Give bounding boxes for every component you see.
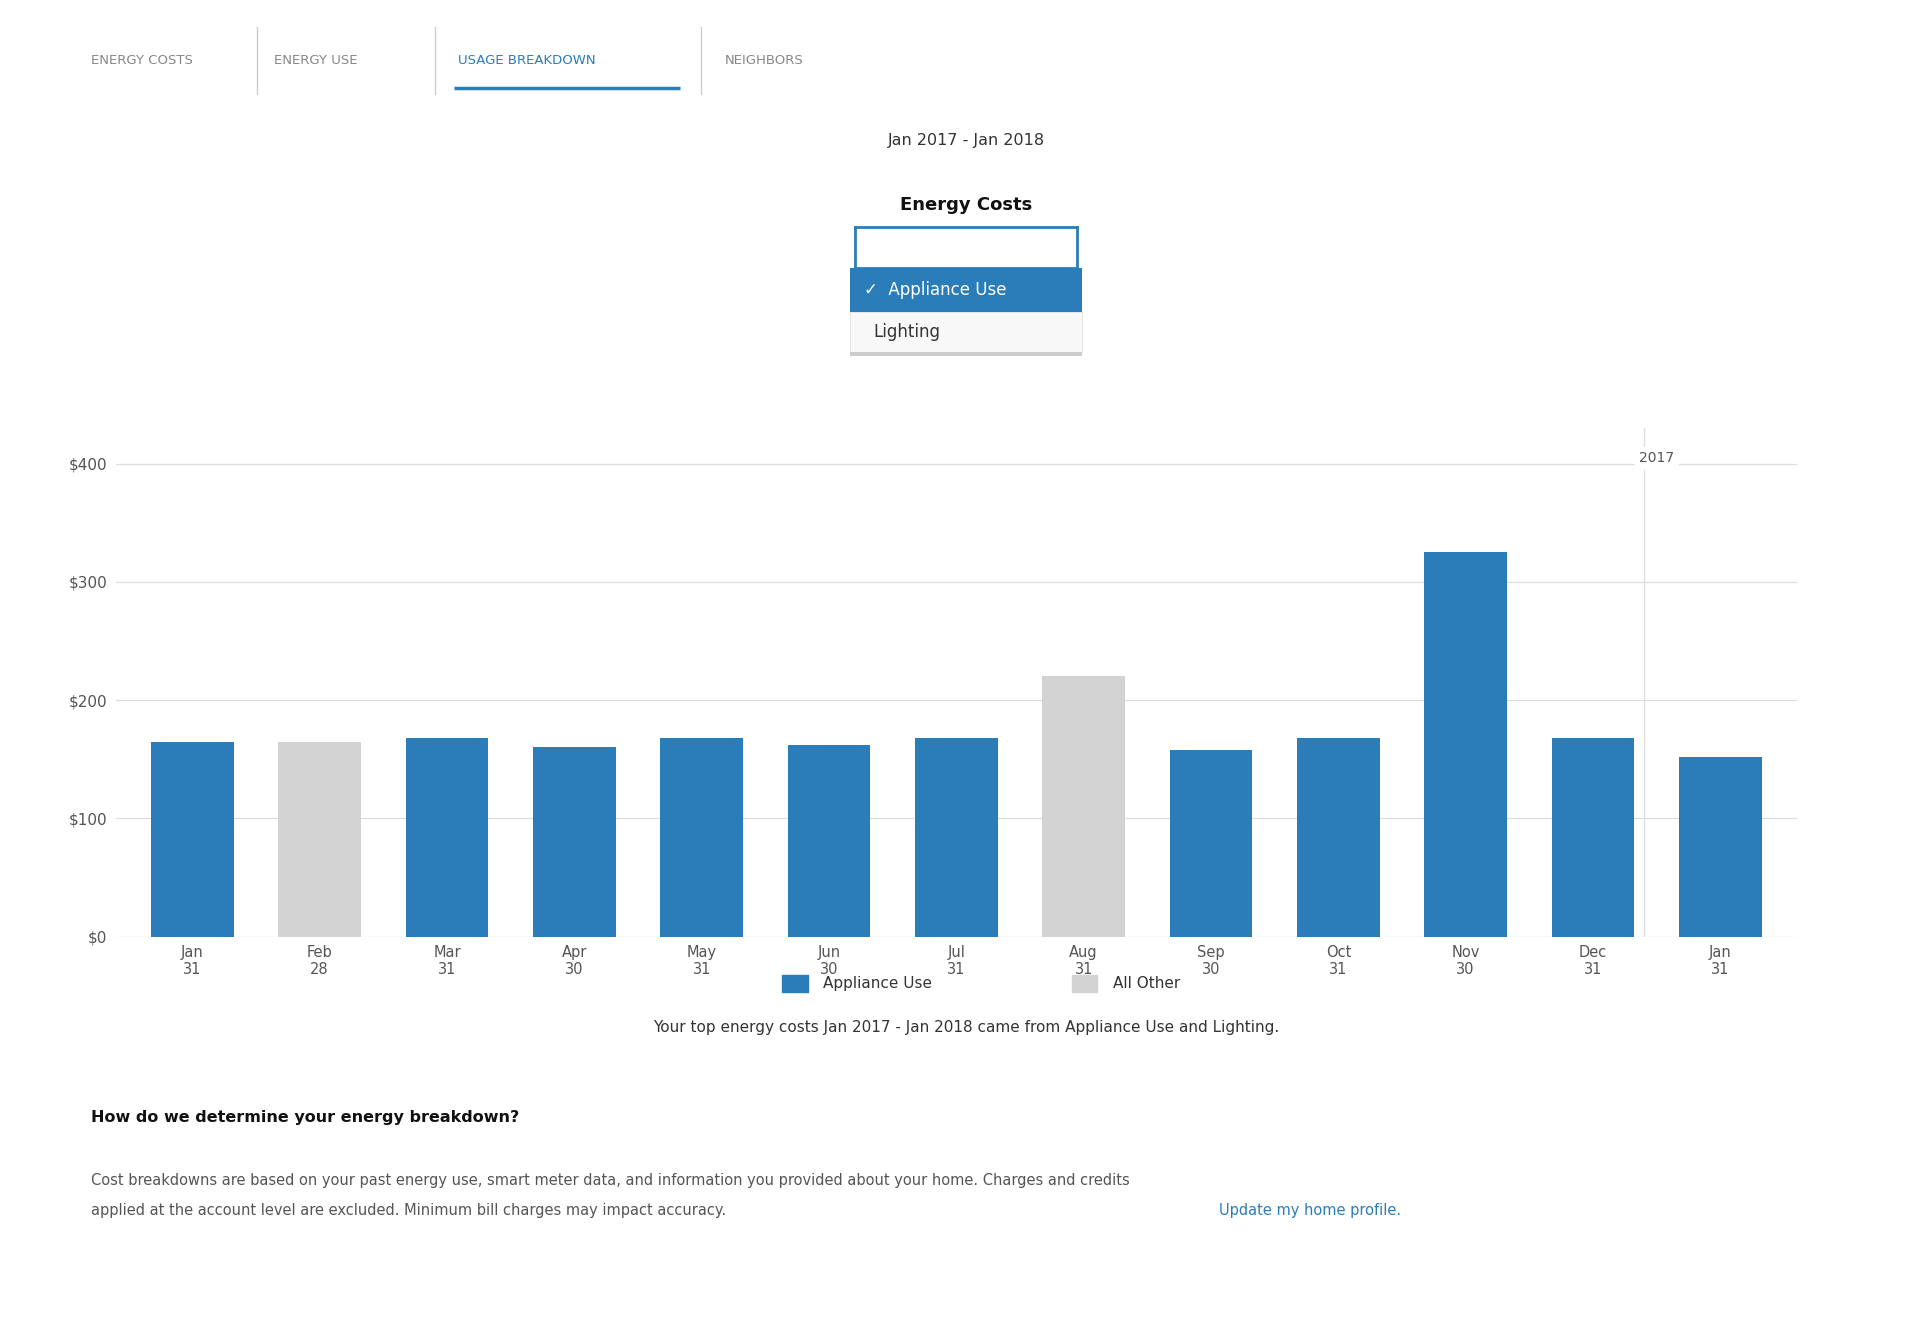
Bar	[788, 745, 871, 937]
Text: All Other: All Other	[1113, 975, 1180, 991]
Text: Appliance Use: Appliance Use	[823, 975, 931, 991]
Text: How do we determine your energy breakdown?: How do we determine your energy breakdow…	[91, 1109, 520, 1125]
Text: Jan 2017 - Jan 2018: Jan 2017 - Jan 2018	[887, 132, 1045, 149]
Text: 2017: 2017	[1638, 451, 1675, 466]
Bar	[1424, 553, 1507, 937]
Text: Update my home profile.: Update my home profile.	[1219, 1203, 1401, 1219]
Text: Cost breakdowns are based on your past energy use, smart meter data, and informa: Cost breakdowns are based on your past e…	[91, 1172, 1130, 1188]
Text: NEIGHBORS: NEIGHBORS	[724, 54, 804, 67]
Bar	[1296, 739, 1379, 937]
Bar	[278, 741, 361, 937]
Bar	[406, 739, 489, 937]
Bar	[1551, 739, 1634, 937]
Text: Energy Costs: Energy Costs	[900, 195, 1032, 214]
Bar	[1041, 677, 1124, 937]
Text: ✓  Appliance Use: ✓ Appliance Use	[864, 281, 1007, 298]
Bar	[661, 739, 744, 937]
Text: ENERGY USE: ENERGY USE	[274, 54, 357, 67]
Bar	[916, 739, 997, 937]
Text: USAGE BREAKDOWN: USAGE BREAKDOWN	[458, 54, 595, 67]
Bar	[1679, 757, 1762, 937]
Text: Your top energy costs Jan 2017 - Jan 2018 came from Appliance Use and Lighting.: Your top energy costs Jan 2017 - Jan 201…	[653, 1020, 1279, 1036]
Bar	[533, 748, 616, 937]
Text: Lighting: Lighting	[873, 322, 941, 341]
Text: ENERGY COSTS: ENERGY COSTS	[91, 54, 193, 67]
Bar	[1169, 749, 1252, 937]
Bar	[151, 741, 234, 937]
Text: applied at the account level are excluded. Minimum bill charges may impact accur: applied at the account level are exclude…	[91, 1203, 730, 1219]
